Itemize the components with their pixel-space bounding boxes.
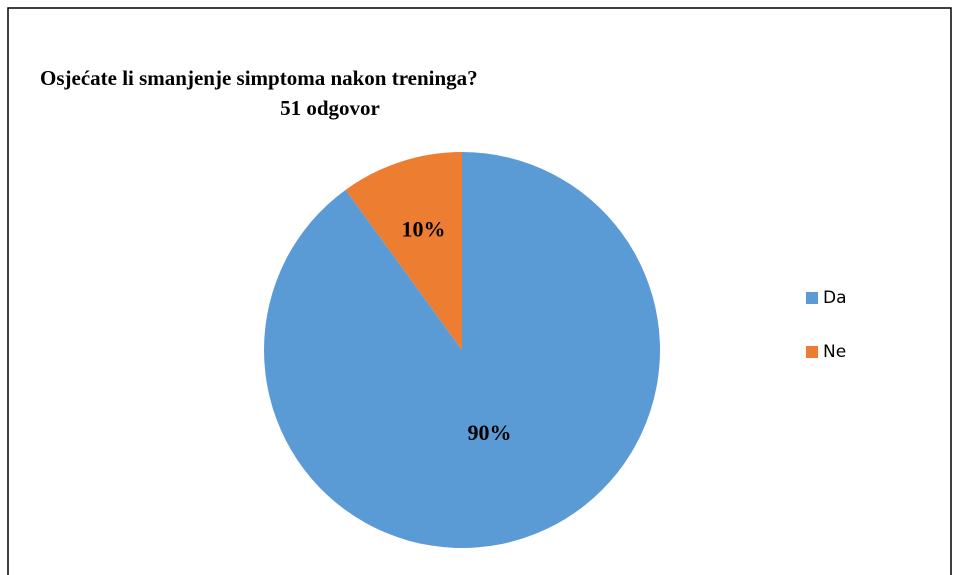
data-label: 10% <box>401 216 445 241</box>
chart-title: Osjećate li smanjenje simptoma nakon tre… <box>40 66 478 90</box>
chart-subtitle: 51 odgovor <box>280 96 380 120</box>
legend-label: Da <box>823 288 847 308</box>
pie-slice <box>345 152 462 350</box>
legend-swatch <box>806 292 818 304</box>
data-label: 90% <box>468 420 512 445</box>
legend-label: Ne <box>823 342 846 362</box>
legend-swatch <box>806 346 818 358</box>
